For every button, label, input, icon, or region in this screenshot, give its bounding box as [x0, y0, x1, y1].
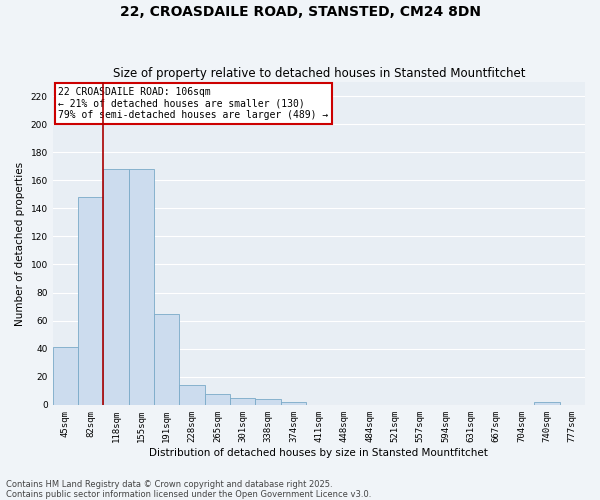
Bar: [230, 398, 256, 405]
Bar: [256, 399, 281, 405]
Y-axis label: Number of detached properties: Number of detached properties: [15, 162, 25, 326]
Text: 22 CROASDAILE ROAD: 106sqm
← 21% of detached houses are smaller (130)
79% of sem: 22 CROASDAILE ROAD: 106sqm ← 21% of deta…: [58, 87, 328, 120]
Text: Contains HM Land Registry data © Crown copyright and database right 2025.
Contai: Contains HM Land Registry data © Crown c…: [6, 480, 371, 499]
Bar: [154, 314, 179, 405]
Bar: [205, 394, 230, 405]
X-axis label: Distribution of detached houses by size in Stansted Mountfitchet: Distribution of detached houses by size …: [149, 448, 488, 458]
Bar: [129, 169, 154, 405]
Bar: [53, 348, 78, 405]
Text: 22, CROASDAILE ROAD, STANSTED, CM24 8DN: 22, CROASDAILE ROAD, STANSTED, CM24 8DN: [119, 5, 481, 19]
Bar: [78, 197, 103, 405]
Bar: [103, 169, 129, 405]
Title: Size of property relative to detached houses in Stansted Mountfitchet: Size of property relative to detached ho…: [113, 66, 525, 80]
Bar: [535, 402, 560, 405]
Bar: [179, 385, 205, 405]
Bar: [281, 402, 306, 405]
